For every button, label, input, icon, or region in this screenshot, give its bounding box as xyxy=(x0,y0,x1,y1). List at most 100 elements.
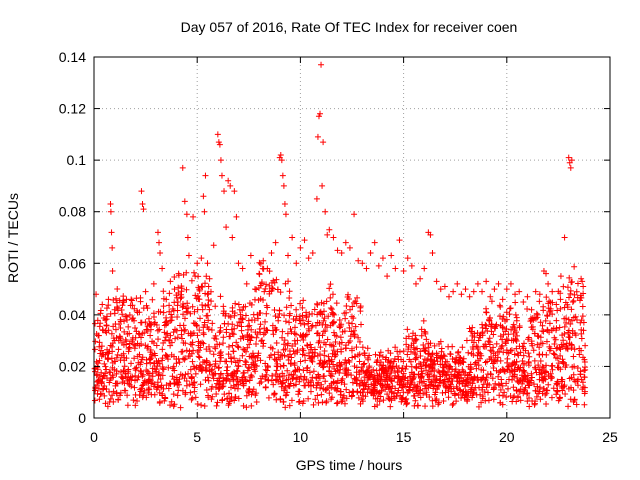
dense-point xyxy=(213,402,220,409)
data-point xyxy=(536,291,543,298)
data-point xyxy=(462,286,469,293)
dense-point xyxy=(176,359,183,366)
dense-point xyxy=(195,273,202,280)
dense-point xyxy=(417,386,424,393)
dense-point xyxy=(317,310,324,317)
dense-point xyxy=(410,374,417,381)
dense-point xyxy=(562,364,569,371)
dense-point xyxy=(387,403,394,410)
data-point xyxy=(285,252,292,259)
dense-point xyxy=(116,333,123,340)
dense-point xyxy=(558,376,565,383)
dense-point xyxy=(147,355,154,362)
dense-point xyxy=(138,370,145,377)
dense-point xyxy=(362,383,369,390)
dense-point xyxy=(262,318,269,325)
dense-point xyxy=(330,319,337,326)
dense-point xyxy=(209,320,216,327)
dense-point xyxy=(119,302,126,309)
dense-point xyxy=(564,345,571,352)
dense-point xyxy=(438,345,445,352)
dense-point xyxy=(295,391,302,398)
dense-point xyxy=(280,362,287,369)
data-point xyxy=(231,188,238,195)
dense-point xyxy=(403,335,410,342)
dense-point xyxy=(513,387,520,394)
dense-point xyxy=(512,299,519,306)
dense-point xyxy=(96,339,103,346)
dense-point xyxy=(95,332,102,339)
dense-point xyxy=(308,323,315,330)
dense-point xyxy=(203,346,210,353)
dense-point xyxy=(313,300,320,307)
dense-point xyxy=(290,371,297,378)
dense-point xyxy=(129,316,136,323)
dense-point xyxy=(470,352,477,359)
dense-point xyxy=(321,339,328,346)
dense-point xyxy=(167,342,174,349)
dense-point xyxy=(235,395,242,402)
dense-point xyxy=(165,385,172,392)
dense-point xyxy=(167,402,174,409)
data-point xyxy=(194,260,201,267)
dense-point xyxy=(527,379,534,386)
dense-point xyxy=(540,364,547,371)
dense-point xyxy=(414,383,421,390)
dense-point xyxy=(135,374,142,381)
data-point xyxy=(190,213,197,220)
data-point xyxy=(421,265,428,272)
dense-point xyxy=(306,311,313,318)
data-point xyxy=(314,133,321,140)
dense-point xyxy=(161,397,168,404)
data-point xyxy=(342,239,349,246)
dense-point xyxy=(185,330,192,337)
dense-point xyxy=(96,396,103,403)
data-point xyxy=(507,280,514,287)
dense-point xyxy=(114,304,121,311)
dense-point xyxy=(471,361,478,368)
dense-point xyxy=(231,385,238,392)
dense-point xyxy=(453,375,460,382)
dense-point xyxy=(544,387,551,394)
dense-point xyxy=(214,380,221,387)
dense-point xyxy=(412,335,419,342)
data-point xyxy=(324,231,331,238)
dense-point xyxy=(331,350,338,357)
dense-point xyxy=(113,390,120,397)
dense-point xyxy=(455,348,462,355)
dense-point xyxy=(299,312,306,319)
dense-point xyxy=(412,397,419,404)
dense-point xyxy=(580,354,587,361)
dense-point xyxy=(482,377,489,384)
dense-point xyxy=(359,389,366,396)
dense-point xyxy=(475,337,482,344)
dense-point xyxy=(459,358,466,365)
dense-point xyxy=(131,355,138,362)
data-point xyxy=(545,280,552,287)
dense-point xyxy=(286,288,293,295)
dense-point xyxy=(506,363,513,370)
dense-point xyxy=(103,366,110,373)
dense-point xyxy=(389,365,396,372)
y-axis-label: ROTI / TECUs xyxy=(5,193,21,283)
data-point xyxy=(367,249,374,256)
dense-point xyxy=(292,331,299,338)
dense-point xyxy=(150,340,157,347)
dense-point xyxy=(536,388,543,395)
dense-point xyxy=(284,389,291,396)
dense-point xyxy=(203,273,210,280)
dense-point xyxy=(212,303,219,310)
dense-point xyxy=(274,286,281,293)
dense-point xyxy=(190,363,197,370)
dense-point xyxy=(189,395,196,402)
dense-point xyxy=(131,345,138,352)
dense-point xyxy=(435,368,442,375)
dense-point xyxy=(495,373,502,380)
dense-point xyxy=(194,349,201,356)
data-point xyxy=(569,298,576,305)
dense-point xyxy=(174,392,181,399)
dense-point xyxy=(120,375,127,382)
dense-point xyxy=(350,315,357,322)
dense-point xyxy=(406,384,413,391)
y-tick-label: 0.14 xyxy=(59,49,86,65)
